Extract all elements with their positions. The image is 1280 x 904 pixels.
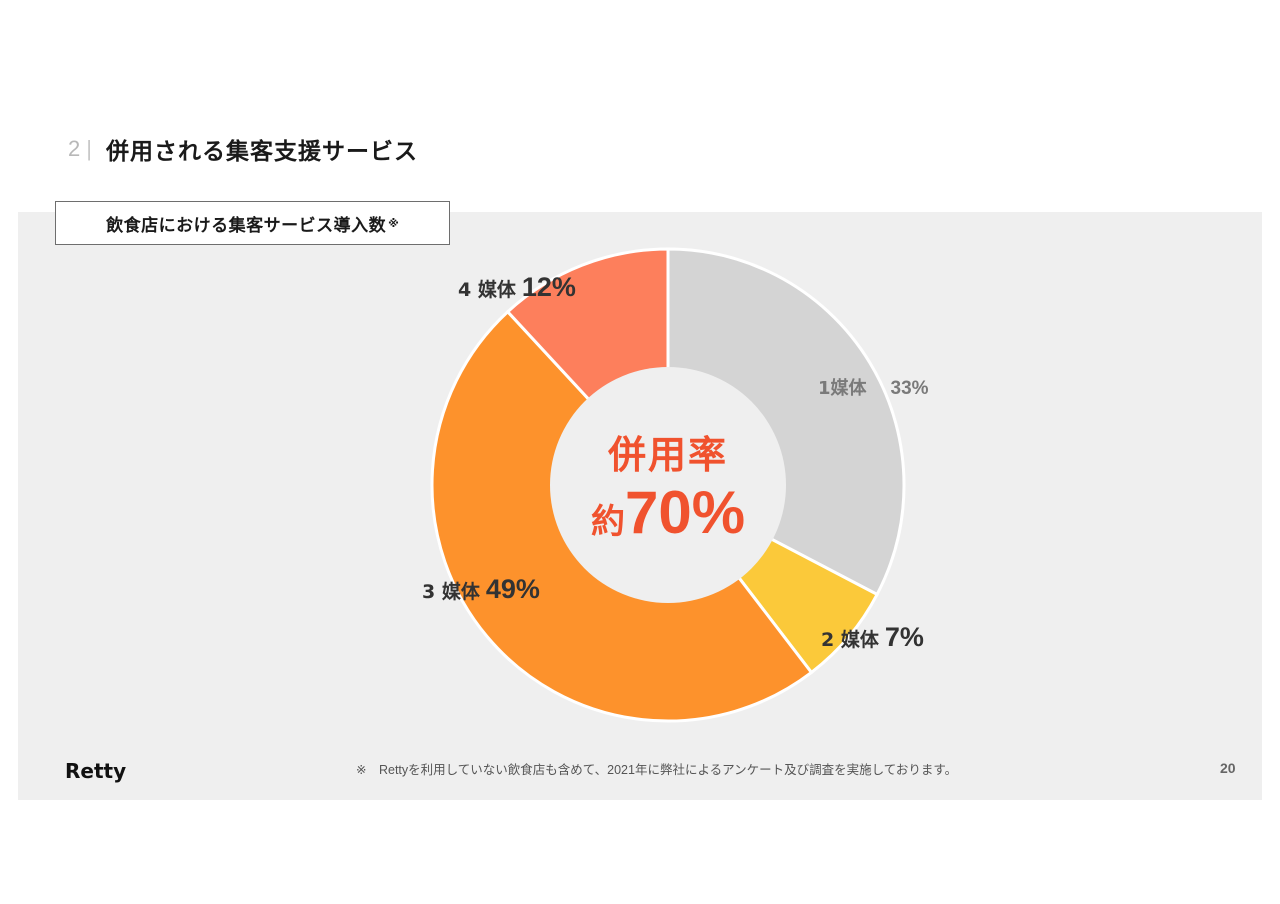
center-title: 併用率 [607, 433, 728, 477]
slice-1-percent: 33% [890, 378, 929, 399]
chart-label-text: 飲食店における集客サービス導入数 [106, 215, 387, 236]
slide-title: 2 | 併用される集客支援サービス [68, 132, 418, 166]
slice-label-1: 1媒体 33% [818, 374, 929, 400]
footnote: ※ Rettyを利用していない飲食店も含めて、2021年に弊社によるアンケート及… [356, 763, 958, 777]
title-separator: | [86, 136, 92, 161]
center-prefix: 約 [590, 502, 625, 542]
slice-label-2: 2 媒体 7% [821, 622, 924, 653]
slice-2-percent: 7% [884, 622, 924, 652]
donut-hole [550, 367, 786, 603]
page-title: 併用される集客支援サービス [105, 139, 418, 165]
slice-1-name: 1媒体 [818, 378, 867, 399]
slice-3-percent: 49% [485, 574, 540, 604]
chart-label-box: 飲食店における集客サービス導入数 ※ [55, 201, 450, 245]
slice-label-4: 4 媒体 12% [458, 272, 576, 303]
slice-4-name: 4 媒体 [458, 279, 516, 301]
center-value: 約70% [568, 478, 768, 547]
note-mark: ※ [388, 216, 399, 230]
section-number: 2 [68, 136, 81, 161]
brand-logo: Retty [65, 759, 127, 783]
center-number: 70% [624, 479, 746, 546]
slice-label-3: 3 媒体 49% [422, 574, 540, 605]
slice-3-name: 3 媒体 [422, 581, 480, 603]
slice-2-name: 2 媒体 [821, 629, 879, 651]
page-number: 20 [1220, 760, 1236, 776]
slice-4-percent: 12% [521, 272, 576, 302]
